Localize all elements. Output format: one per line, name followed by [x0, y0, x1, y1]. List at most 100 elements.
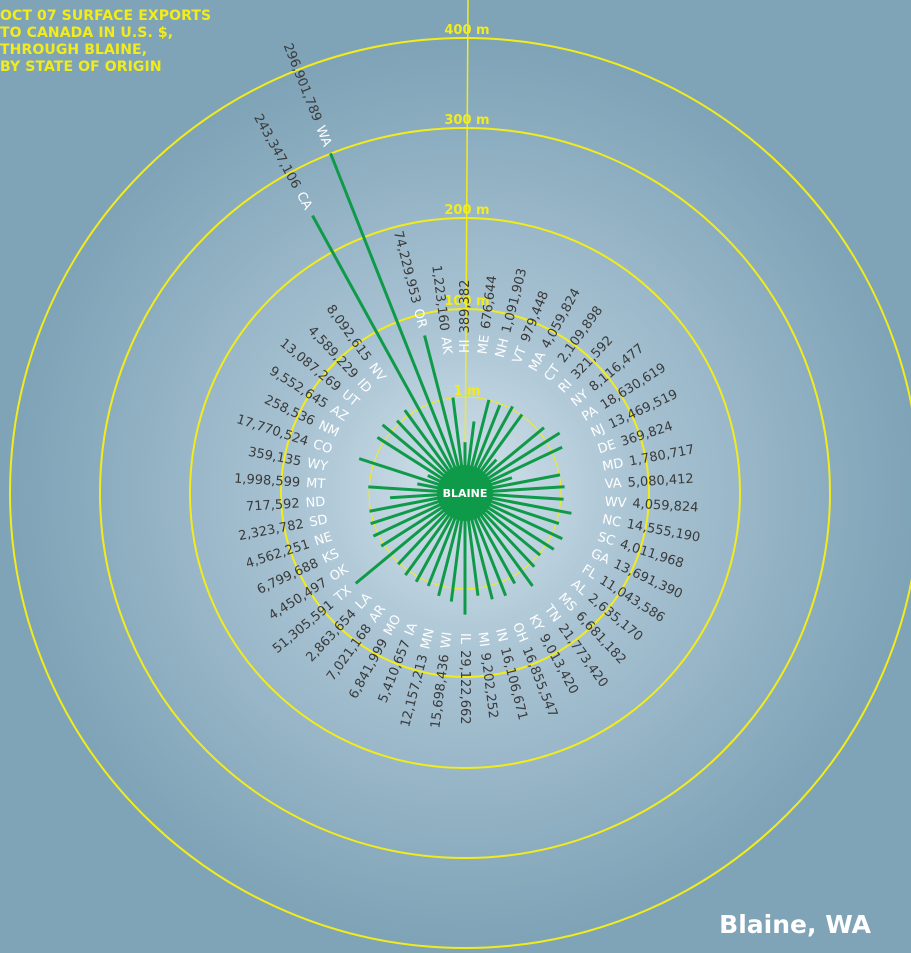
spoke-co — [358, 457, 449, 489]
title-line-4: BY STATE OF ORIGIN — [0, 59, 162, 75]
state-abbr: HI — [458, 339, 473, 353]
center-disk — [437, 465, 493, 521]
title-line-2: TO CANADA IN U.S. $, — [0, 25, 174, 41]
ring-2 — [280, 308, 650, 678]
ring-4 — [99, 127, 831, 859]
state-abbr: WV — [604, 495, 627, 511]
state-abbr: IL — [457, 633, 472, 645]
spoke-wv — [482, 492, 564, 501]
state-abbr: ME — [476, 334, 493, 355]
spoke-ms — [476, 505, 536, 568]
state-value: 4,059,824 — [632, 497, 699, 516]
spoke-pa — [479, 431, 561, 485]
label-nd: 717,592 ND — [246, 495, 326, 515]
center-hub: BLAINE — [437, 465, 493, 521]
state-abbr: ND — [305, 495, 326, 511]
state-abbr: MN — [418, 627, 438, 651]
state-label: ME 676,644 — [476, 275, 501, 355]
spoke-nv — [403, 409, 456, 480]
state-abbr: IA — [402, 621, 421, 638]
ring-label-5: 400 m — [444, 23, 489, 38]
state-abbr: OR — [410, 307, 429, 329]
state-abbr: SD — [308, 512, 329, 530]
chart-title: OCT 07 SURFACE EXPORTS TO CANADA IN U.S.… — [0, 8, 211, 76]
spoke-ny — [477, 426, 545, 483]
state-abbr: MI — [475, 631, 492, 648]
spoke-ia — [426, 509, 460, 587]
spoke-wa — [329, 152, 460, 477]
state-abbr: MD — [601, 456, 625, 475]
spoke-in — [468, 510, 494, 600]
state-abbr: CO — [311, 437, 334, 457]
state-abbr: VA — [604, 476, 622, 492]
center-label: BLAINE — [443, 487, 488, 500]
spoke-mi — [465, 510, 480, 596]
state-abbr: NE — [313, 530, 335, 550]
state-label: 1,998,599 MT — [234, 471, 326, 492]
state-abbr: GA — [588, 546, 612, 568]
state-abbr: WI — [438, 631, 455, 649]
state-value: 1,998,599 — [234, 471, 301, 490]
spoke-nj — [480, 445, 563, 487]
state-abbr: NJ — [589, 421, 608, 440]
state-abbr: KS — [320, 546, 342, 567]
state-abbr: PA — [579, 404, 601, 425]
ring-3 — [189, 217, 741, 769]
title-line-3: THROUGH BLAINE, — [0, 42, 148, 58]
label-il: IL 29,122,662 — [457, 633, 472, 725]
spoke-nc — [482, 494, 572, 515]
spoke-az — [376, 436, 451, 485]
spoke-ma — [472, 405, 514, 478]
spoke-ne — [370, 497, 449, 526]
state-abbr: WA — [312, 124, 334, 149]
state-abbr: WY — [306, 456, 329, 475]
state-abbr: MT — [306, 476, 326, 492]
spoke-ga — [480, 499, 563, 541]
spoke-id — [395, 419, 454, 481]
spoke-fl — [479, 501, 555, 551]
spoke-ak — [451, 397, 465, 476]
state-abbr: NC — [601, 512, 622, 530]
spoke-sc — [481, 497, 560, 525]
location-label: Blaine, WA — [719, 910, 871, 939]
label-me: ME 676,644 — [476, 275, 501, 355]
spoke-nh — [468, 399, 491, 476]
state-label: IL 29,122,662 — [457, 633, 472, 725]
spoke-mo — [414, 508, 458, 583]
state-label: HI 389,382 — [458, 280, 473, 353]
spoke-la — [397, 505, 454, 566]
state-label: 717,592 ND — [246, 495, 326, 515]
spoke-sd — [369, 494, 448, 513]
spoke-md — [482, 473, 561, 492]
export-spokes — [311, 152, 572, 615]
spoke-tx — [354, 503, 453, 585]
state-abbr: DE — [596, 437, 618, 457]
title-line-1: OCT 07 SURFACE EXPORTS — [0, 8, 212, 24]
spoke-ut — [381, 423, 453, 483]
axis-line — [464, 0, 469, 494]
spoke-va — [482, 485, 565, 494]
state-abbr: NH — [493, 337, 512, 360]
spoke-mn — [437, 510, 462, 597]
label-wv: WV 4,059,824 — [604, 495, 699, 516]
state-abbr: AK — [437, 336, 454, 356]
state-value: 5,080,412 — [627, 472, 694, 491]
spoke-ky — [472, 508, 517, 585]
spoke-ar — [404, 506, 456, 576]
spoke-al — [477, 503, 542, 557]
state-label: VA 5,080,412 — [604, 472, 694, 493]
state-value: 389,382 — [458, 280, 473, 334]
state-label: WV 4,059,824 — [604, 495, 699, 516]
spoke-ks — [372, 499, 450, 538]
state-value: 29,122,662 — [457, 650, 472, 724]
spoke-vt — [470, 404, 502, 477]
spoke-ca — [311, 214, 458, 478]
label-mt: 1,998,599 MT — [234, 471, 326, 492]
spoke-wi — [449, 510, 465, 602]
state-value: 676,644 — [479, 275, 501, 330]
state-abbr: IN — [492, 627, 510, 644]
spoke-or — [423, 335, 462, 476]
state-value: 717,592 — [246, 496, 301, 514]
